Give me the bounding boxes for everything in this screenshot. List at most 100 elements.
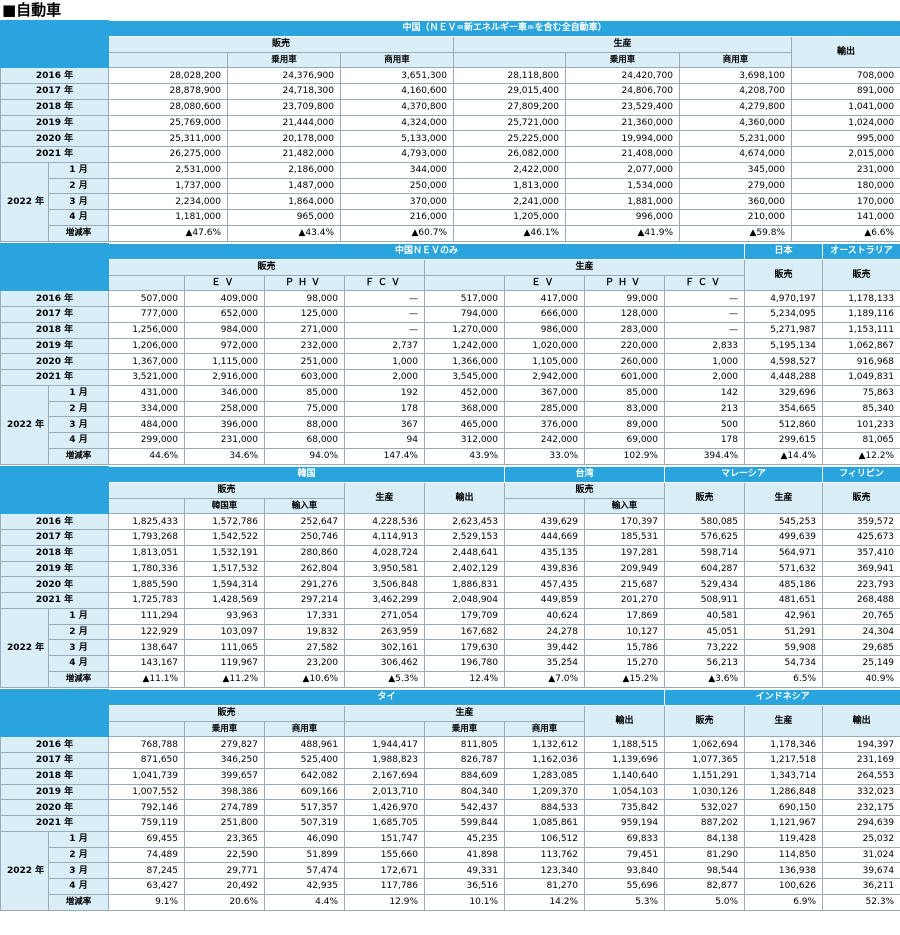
data-cell: 792,146 (108, 799, 185, 816)
data-cell: 46,090 (264, 830, 345, 848)
year-2022-label: 2022 年 (0, 384, 49, 465)
data-cell: 959,194 (583, 815, 666, 832)
data-cell: 368,000 (424, 400, 505, 418)
data-cell: 33.0% (504, 447, 585, 465)
data-cell: 170,000 (790, 193, 900, 210)
year-label: 2019 年 (0, 560, 109, 578)
china-nev-table: 中国ＮＥＶのみ 日本 オーストラリア 販売 生産 販売 販売 ＥＶ ＰＨＶ ＦＣＶ ＥＶ ＰＨＶ Ｆ… (0, 243, 900, 465)
indonesia-exports-header: 輸出 (822, 704, 900, 738)
data-cell: 216,000 (340, 209, 454, 226)
sales-header: 販売 (108, 481, 345, 499)
commercial-header: 商用車 (340, 51, 454, 69)
data-cell: 1,188,515 (583, 736, 666, 753)
data-cell: 759,119 (108, 815, 185, 832)
data-cell: 4,970,197 (744, 290, 824, 307)
data-cell: 2,167,694 (344, 767, 425, 785)
data-cell: 141,000 (790, 209, 900, 226)
data-cell: 54,734 (744, 655, 824, 672)
data-cell: 122,929 (108, 623, 185, 641)
data-cell: 79,451 (583, 846, 666, 864)
data-cell: 271,054 (344, 607, 425, 625)
data-cell: 1,178,133 (822, 290, 900, 307)
data-cell: 4,370,800 (340, 98, 454, 116)
table-row: 4 月 1,181,000 965,000 216,000 1,205,000 996,0… (1, 209, 900, 226)
month-label: 2 月 (48, 177, 109, 195)
data-cell: 995,000 (790, 130, 900, 147)
data-cell: 24,718,300 (227, 83, 341, 100)
data-cell: 28,118,800 (453, 67, 566, 84)
data-cell: 4,160,600 (340, 83, 454, 100)
data-cell: 887,202 (664, 815, 746, 832)
data-cell: 143,167 (108, 655, 185, 672)
year-label: 2021 年 (0, 592, 109, 609)
data-cell: 5.3% (583, 893, 666, 911)
data-cell: 85,000 (264, 384, 345, 402)
data-cell: ▲15.2% (583, 670, 666, 688)
data-cell: 1,517,532 (184, 560, 265, 578)
data-cell: 1,988,823 (344, 752, 425, 769)
data-cell: 136,938 (744, 862, 824, 879)
data-cell: 369,941 (822, 560, 900, 578)
data-cell: 167,682 (424, 623, 505, 641)
data-cell: 192 (344, 384, 425, 402)
year-label: 2019 年 (0, 114, 109, 132)
data-cell: 23,529,400 (565, 98, 680, 116)
data-cell: 24,420,700 (565, 67, 680, 84)
data-cell: 42,935 (264, 878, 345, 895)
data-cell: 251,800 (184, 815, 265, 832)
table-row: 2021 年 3,521,000 2,916,000 603,000 2,000 3,54… (0, 369, 900, 386)
data-cell: 4.4% (264, 893, 345, 911)
data-cell: 14.2% (504, 893, 585, 911)
data-cell: 125,000 (264, 306, 345, 323)
table-row: 増減率 ▲47.6% ▲43.4% ▲60.7% ▲46.1% ▲41.9% ▲59.8% ▲… (1, 224, 900, 242)
data-cell: 3,521,000 (108, 369, 185, 386)
data-cell: 22,590 (184, 846, 265, 864)
data-cell: 542,437 (424, 799, 505, 816)
data-cell: 271,000 (264, 321, 345, 339)
data-cell: 2,000 (663, 369, 746, 386)
data-cell: 529,434 (664, 576, 746, 593)
data-cell: 354,665 (744, 400, 824, 418)
table-row: 2017 年 777,000 652,000 125,000—794,000 666,0… (0, 306, 900, 323)
data-cell: ▲11.1% (108, 670, 185, 688)
data-cell: 100,626 (744, 878, 824, 895)
data-cell: 996,000 (565, 209, 680, 226)
data-cell: 444,669 (504, 529, 585, 546)
data-cell: 4,324,000 (340, 114, 454, 132)
data-cell: 332,023 (822, 783, 900, 801)
data-cell: — (344, 321, 425, 339)
data-cell: 360,000 (679, 193, 792, 210)
data-cell: 98,000 (264, 290, 345, 307)
data-cell: 1,121,967 (744, 815, 824, 832)
data-cell: 17,869 (583, 607, 666, 625)
month-label: 2 月 (48, 400, 109, 418)
year-2022-label: 2022 年 (0, 607, 49, 688)
data-cell: 103,097 (184, 623, 265, 641)
data-cell: 1,140,640 (583, 767, 666, 785)
data-cell: 197,281 (583, 544, 666, 562)
year-label: 2017 年 (0, 529, 109, 546)
sales-header: 販売 (108, 704, 345, 722)
data-cell: 119,428 (744, 830, 824, 848)
data-cell: 4,208,700 (679, 83, 792, 100)
data-cell: 972,000 (184, 337, 265, 355)
indonesia-sales-header: 販売 (664, 704, 746, 738)
data-cell: 1,426,970 (344, 799, 425, 816)
data-cell: 367 (344, 416, 425, 433)
table-row: 4 月 143,167 119,967 23,200 306,462 196,780 35,… (1, 655, 900, 672)
data-cell: 1,115,000 (184, 353, 265, 370)
data-cell: 25,721,000 (453, 114, 566, 132)
data-cell: 85,000 (584, 384, 665, 402)
data-cell: 250,000 (340, 177, 454, 195)
taiwan-header: 台湾 (503, 466, 666, 483)
data-cell: 2,916,000 (184, 369, 265, 386)
data-cell: 517,357 (264, 799, 345, 816)
data-cell: 28,878,900 (108, 83, 228, 100)
table-row: 2019 年 1,206,000 972,000 232,000 2,737 1,242,… (0, 337, 900, 355)
data-cell: 39,674 (822, 862, 900, 879)
data-cell: 1,286,848 (744, 783, 824, 801)
data-cell: 68,000 (264, 432, 345, 449)
data-cell: 1,205,000 (453, 209, 566, 226)
ev-header: ＥＶ (184, 274, 265, 292)
